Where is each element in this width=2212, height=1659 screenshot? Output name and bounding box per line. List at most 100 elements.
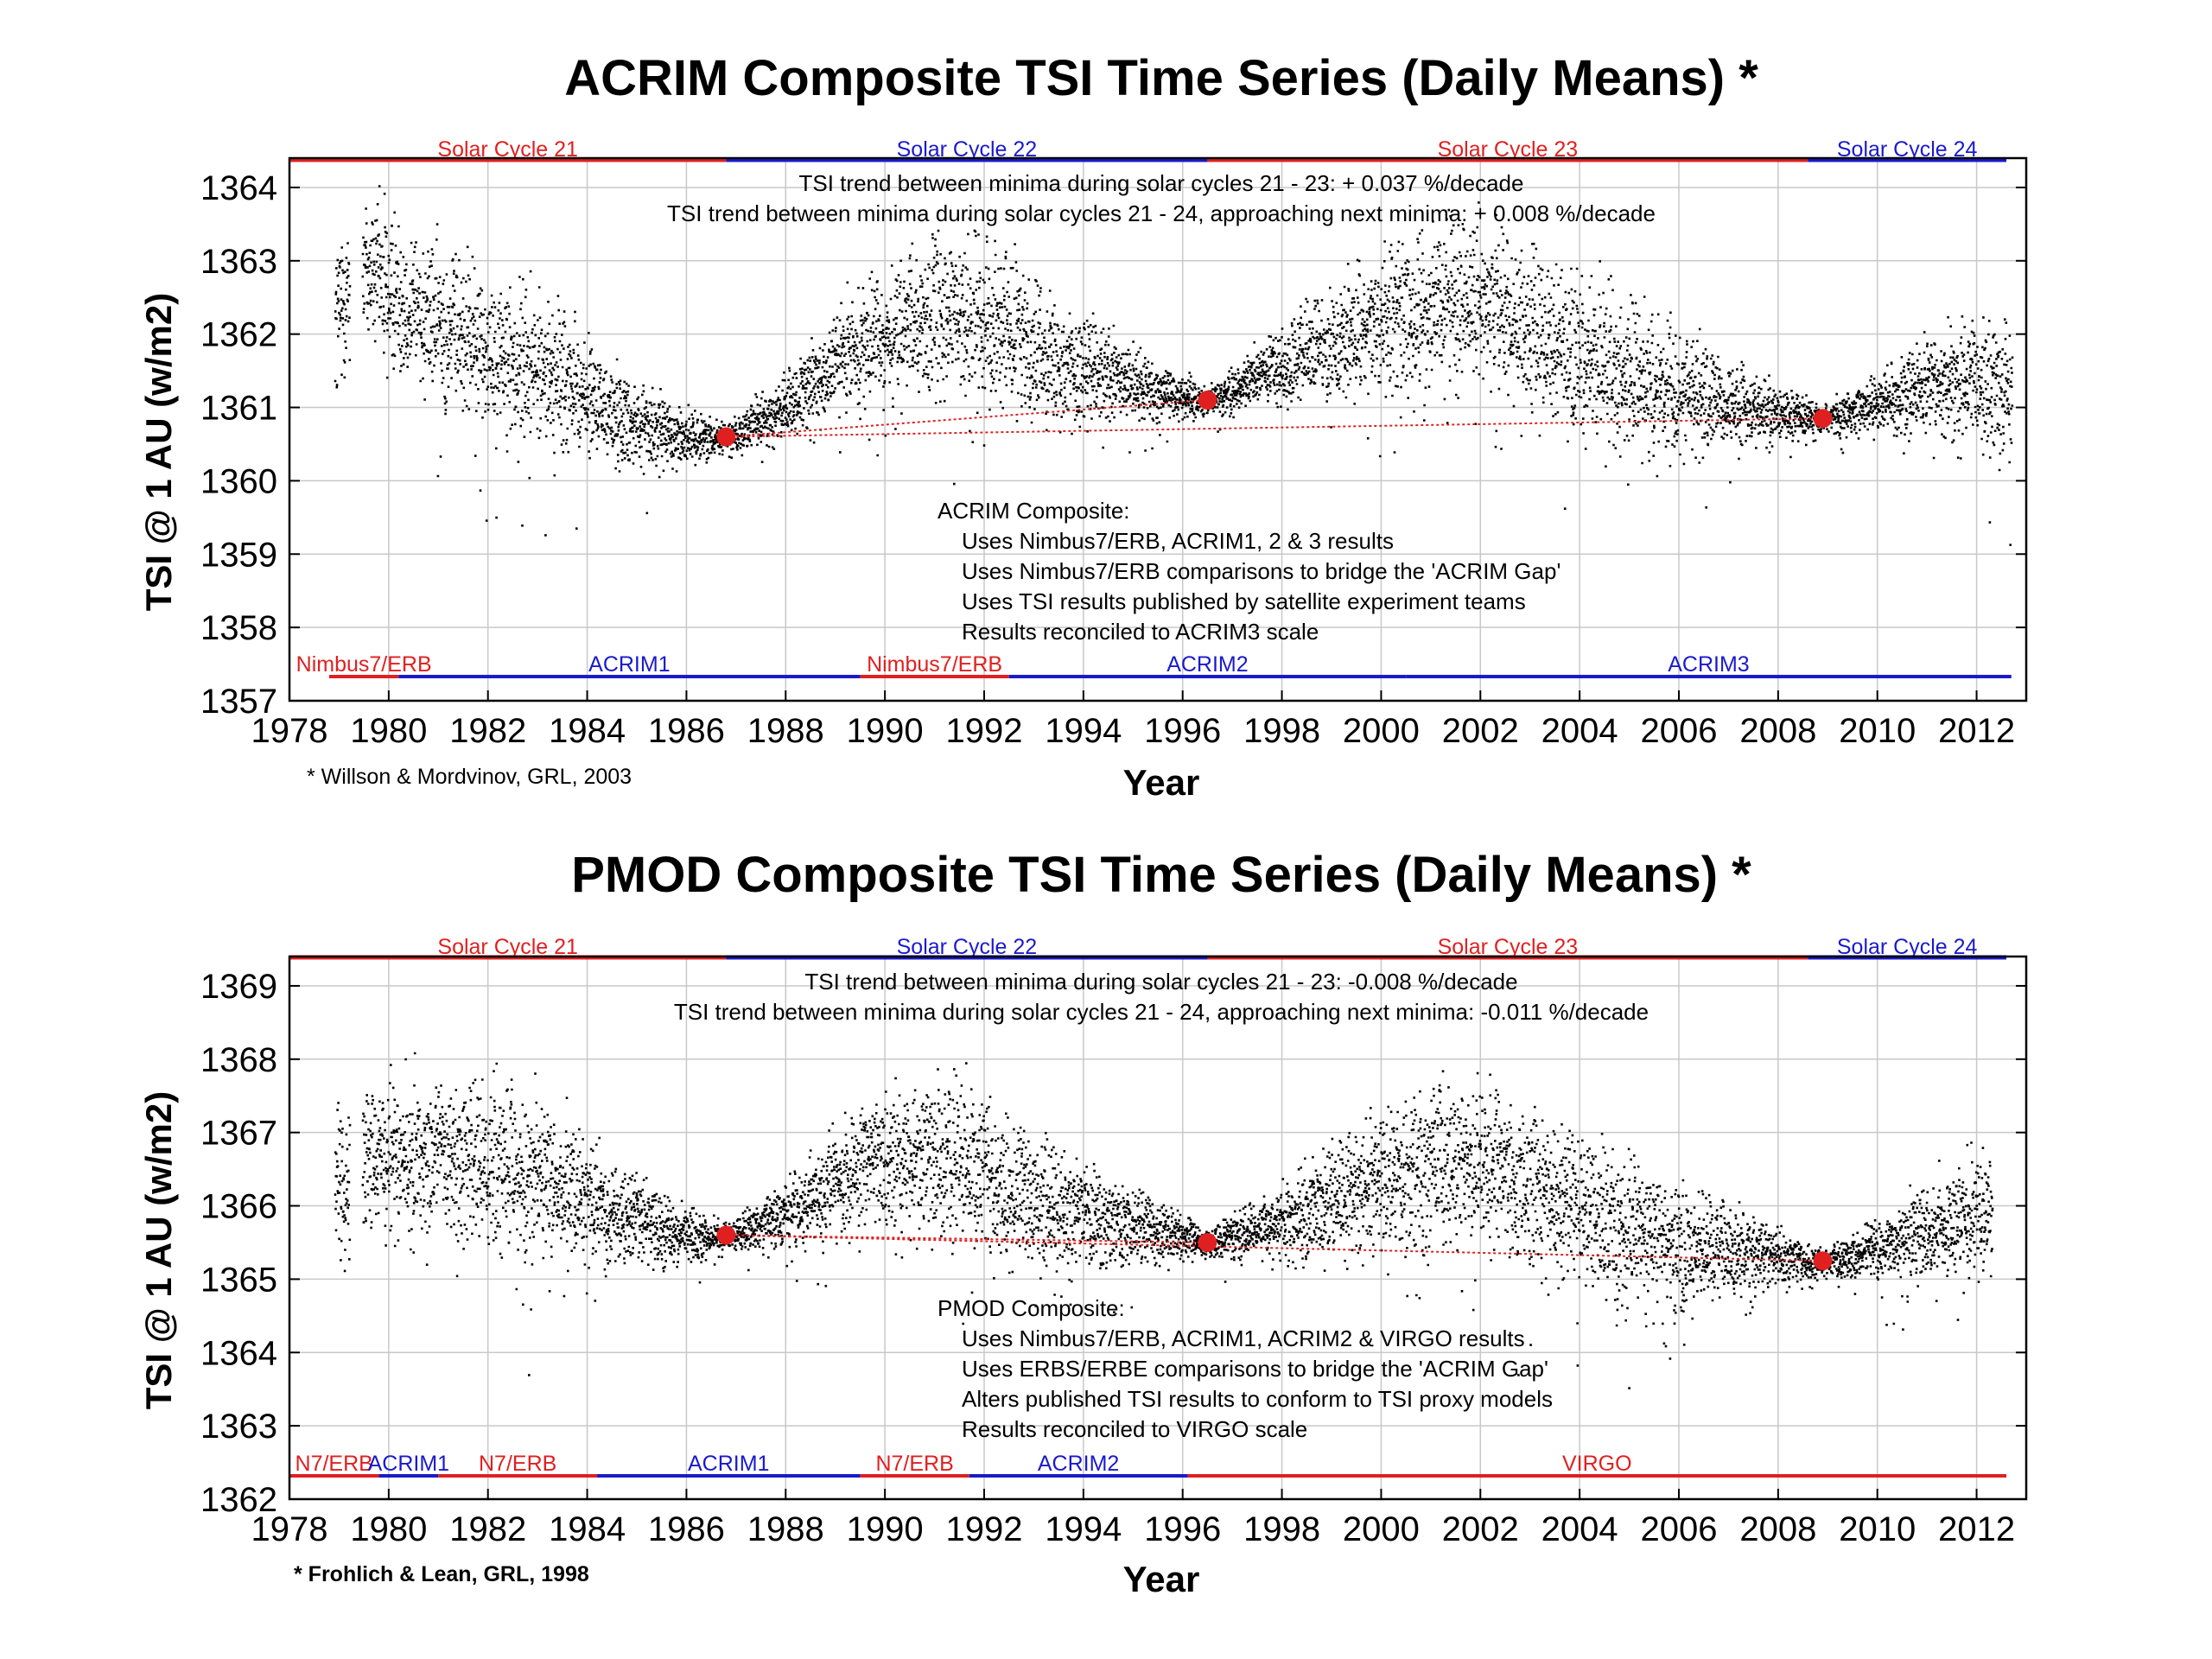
acrim-y-tick-label: 1357 (200, 683, 277, 721)
acrim-instrument-label: Nimbus7/ERB (867, 652, 1002, 677)
acrim-instrument-label: ACRIM3 (1668, 652, 1749, 677)
pmod-citation: * Frohlich & Lean, GRL, 1998 (294, 1562, 589, 1586)
acrim-instrument-label: ACRIM2 (1166, 652, 1248, 677)
acrim-trend-text-2: TSI trend between minima during solar cy… (667, 200, 1656, 226)
pmod-x-tick-label: 1992 (946, 1510, 1023, 1548)
acrim-note-3: Uses TSI results published by satellite … (962, 588, 1526, 614)
pmod-x-tick-label: 1988 (747, 1510, 824, 1548)
acrim-x-tick-label: 1998 (1243, 712, 1320, 750)
acrim-y-tick-label: 1358 (200, 609, 277, 647)
pmod-cycle-label-24: Solar Cycle 24 (1837, 935, 1978, 959)
pmod-cycle-label-21: Solar Cycle 21 (437, 935, 578, 959)
pmod-x-tick-labels: 1978 1980 1982 1984 1986 1988 1990 1992 1994 1996… (251, 1510, 2016, 1548)
pmod-note-1: Uses Nimbus7/ERB, ACRIM1, ACRIM2 & VIRGO… (962, 1325, 1525, 1351)
pmod-x-tick-label: 2010 (1839, 1510, 1916, 1548)
acrim-minimum-marker-3 (1813, 409, 1833, 429)
pmod-x-tick-label: 1984 (549, 1510, 626, 1548)
acrim-citation: * Willson & Mordvinov, GRL, 2003 (307, 765, 632, 789)
acrim-y-tick-label: 1359 (200, 536, 277, 574)
acrim-x-tick-label: 1990 (847, 712, 924, 750)
pmod-x-tick-label: 2004 (1541, 1510, 1618, 1548)
acrim-x-tick-label: 2002 (1442, 712, 1519, 750)
pmod-panel: PMOD Composite TSI Time Series (Daily Me… (138, 847, 2028, 1599)
pmod-instrument-label: ACRIM2 (1038, 1452, 1119, 1476)
pmod-x-tick-label: 2002 (1442, 1510, 1519, 1548)
pmod-instrument-label: ACRIM1 (368, 1452, 449, 1476)
pmod-data-points (334, 1052, 1994, 1389)
pmod-trend-text-1: TSI trend between minima during solar cy… (804, 969, 1517, 995)
pmod-x-tick-label: 2008 (1739, 1510, 1816, 1548)
pmod-y-tick-label: 1363 (200, 1408, 277, 1446)
acrim-x-tick-label: 1980 (350, 712, 427, 750)
pmod-note-3: Alters published TSI results to conform … (962, 1386, 1553, 1412)
acrim-trend-text-1: TSI trend between minima during solar cy… (799, 170, 1524, 196)
acrim-data-points (334, 185, 2014, 546)
acrim-y-tick-label: 1360 (200, 462, 277, 500)
pmod-note-2: Uses ERBS/ERBE comparisons to bridge the… (962, 1356, 1548, 1382)
acrim-note-1: Uses Nimbus7/ERB, ACRIM1, 2 & 3 results (962, 528, 1394, 554)
acrim-minimum-marker-2 (1198, 391, 1217, 410)
acrim-x-tick-label: 2000 (1343, 712, 1420, 750)
acrim-plot-frame (288, 156, 2028, 702)
acrim-daily-mean-points (334, 185, 2014, 546)
pmod-x-tick-label: 1998 (1243, 1510, 1320, 1548)
acrim-minima-markers (716, 391, 1833, 447)
pmod-x-tick-label: 1996 (1144, 1510, 1221, 1548)
acrim-y-tick-label: 1362 (200, 316, 277, 354)
acrim-x-tick-label: 1996 (1144, 712, 1221, 750)
acrim-y-tick-label: 1361 (200, 390, 277, 428)
acrim-chart-title: ACRIM Composite TSI Time Series (Daily M… (564, 50, 1758, 106)
pmod-y-tick-label: 1369 (200, 968, 277, 1006)
acrim-note-2: Uses Nimbus7/ERB comparisons to bridge t… (962, 558, 1560, 584)
acrim-x-tick-label: 2006 (1641, 712, 1718, 750)
pmod-trend-line-2 (726, 1234, 1823, 1262)
acrim-x-tick-label: 2008 (1739, 712, 1816, 750)
pmod-y-tick-labels: 1362 1363 1364 1365 1366 1367 1368 1369 (200, 968, 277, 1519)
acrim-trend-line-2 (726, 417, 1823, 438)
acrim-y-tick-labels: 1357 1358 1359 1360 1361 1362 1363 1364 (200, 169, 277, 721)
acrim-instrument-label: ACRIM1 (588, 652, 670, 677)
acrim-note-4: Results reconciled to ACRIM3 scale (962, 619, 1319, 645)
acrim-x-tick-labels: 1978 1980 1982 1984 1986 1988 1990 1992 1994 1996… (251, 712, 2016, 750)
pmod-trend-lines (726, 1234, 1823, 1262)
pmod-instrument-label: N7/ERB (875, 1452, 953, 1476)
acrim-trend-lines (726, 399, 1823, 438)
acrim-instrument-bars: Nimbus7/ERB ACRIM1 Nimbus7/ERB ACRIM2 ACRIM3 (296, 652, 2012, 678)
pmod-cycle-label-23: Solar Cycle 23 (1438, 935, 1579, 959)
pmod-y-tick-label: 1366 (200, 1188, 277, 1226)
acrim-x-tick-label: 2010 (1839, 712, 1916, 750)
pmod-plot-frame (288, 955, 2028, 1501)
acrim-y-axis-label: TSI @ 1 AU (w/m2) (138, 293, 179, 611)
pmod-x-tick-label: 2012 (1938, 1510, 2015, 1548)
pmod-x-tick-label: 1982 (449, 1510, 526, 1548)
pmod-y-tick-label: 1367 (200, 1115, 277, 1153)
acrim-panel: ACRIM Composite TSI Time Series (Daily M… (138, 50, 2028, 803)
pmod-x-tick-label: 1990 (847, 1510, 924, 1548)
pmod-x-axis-label: Year (1123, 1559, 1200, 1599)
pmod-x-tick-label: 2000 (1343, 1510, 1420, 1548)
pmod-x-tick-label: 1994 (1045, 1510, 1122, 1548)
pmod-y-tick-label: 1364 (200, 1334, 277, 1372)
acrim-x-tick-label: 1988 (747, 712, 824, 750)
acrim-x-tick-label: 1984 (549, 712, 626, 750)
pmod-minima-markers (716, 1225, 1833, 1271)
pmod-chart-title: PMOD Composite TSI Time Series (Daily Me… (571, 847, 1751, 903)
pmod-trend-text-2: TSI trend between minima during solar cy… (674, 999, 1649, 1025)
pmod-minimum-marker-2 (1198, 1232, 1217, 1252)
pmod-y-axis-label: TSI @ 1 AU (w/m2) (138, 1091, 179, 1409)
pmod-y-tick-label: 1368 (200, 1041, 277, 1079)
acrim-x-tick-label: 1994 (1045, 712, 1122, 750)
pmod-instrument-label: N7/ERB (296, 1452, 373, 1476)
pmod-note-4: Results reconciled to VIRGO scale (962, 1416, 1307, 1442)
pmod-x-tick-label: 2006 (1641, 1510, 1718, 1548)
pmod-x-tick-label: 1978 (251, 1510, 328, 1548)
pmod-minimum-marker-3 (1813, 1251, 1833, 1271)
pmod-cycle-label-22: Solar Cycle 22 (897, 935, 1038, 959)
pmod-instrument-label: VIRGO (1562, 1452, 1632, 1476)
pmod-minimum-marker-1 (716, 1225, 736, 1245)
acrim-minimum-marker-1 (716, 427, 736, 447)
acrim-x-tick-label: 1978 (251, 712, 328, 750)
acrim-note-heading: ACRIM Composite: (938, 498, 1130, 524)
